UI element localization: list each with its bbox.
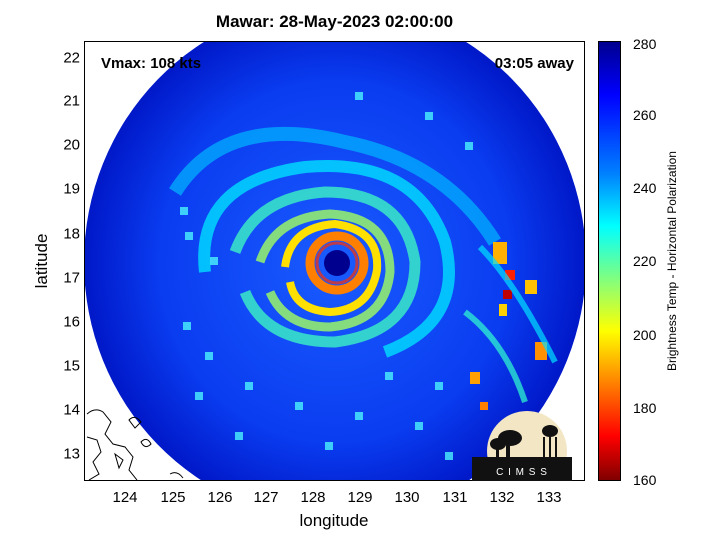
colorbar-tick: 200 xyxy=(633,327,657,343)
y-tick: 17 xyxy=(63,269,80,287)
y-axis-label: latitude xyxy=(32,233,51,289)
x-tick: 128 xyxy=(300,489,326,506)
vmax-label: Vmax: 108 kts xyxy=(101,55,202,72)
colorbar-tick: 240 xyxy=(633,180,657,196)
y-tick: 22 xyxy=(63,49,80,67)
eyewall xyxy=(305,231,369,295)
x-tick: 131 xyxy=(442,489,468,506)
y-tick: 14 xyxy=(63,401,80,419)
x-tick: 125 xyxy=(160,489,186,506)
map-title: Mawar: 28-May-2023 02:00:00 xyxy=(215,12,454,31)
y-tick: 16 xyxy=(63,313,80,331)
y-tick: 21 xyxy=(63,92,80,110)
colorbar-tick: 220 xyxy=(633,253,657,269)
x-tick: 132 xyxy=(489,489,515,506)
colorbar-tick: 180 xyxy=(633,400,657,416)
time-away-label: 03:05 away xyxy=(494,55,574,72)
y-tick: 18 xyxy=(63,225,80,243)
east-rainbands xyxy=(463,242,558,410)
logo-text: C I M S S xyxy=(496,467,548,478)
cimss-logo: C I M S S xyxy=(472,411,572,481)
y-tick: 13 xyxy=(63,445,80,463)
swath-image xyxy=(85,42,584,480)
y-tick: 20 xyxy=(63,136,80,154)
scattered-convection xyxy=(180,92,473,460)
colorbar-tick: 280 xyxy=(633,36,657,52)
satellite-swath-map: Vmax: 108 kts 03:05 away xyxy=(84,41,585,481)
x-axis-label: longitude xyxy=(299,511,369,530)
x-tick: 124 xyxy=(112,489,138,506)
coastline-outline xyxy=(86,409,184,480)
y-tick: 19 xyxy=(63,180,80,198)
colorbar xyxy=(598,41,621,481)
x-tick: 130 xyxy=(394,489,420,506)
x-tick: 127 xyxy=(253,489,279,506)
colorbar-tick: 160 xyxy=(633,472,657,488)
cloud-bands xyxy=(169,92,558,460)
y-tick: 15 xyxy=(63,357,80,375)
x-tick: 126 xyxy=(207,489,233,506)
colorbar-tick: 260 xyxy=(633,107,657,123)
x-tick: 133 xyxy=(536,489,562,506)
colorbar-label: Brightness Temp - Horizontal Polarizatio… xyxy=(665,151,679,371)
storm-eye xyxy=(324,250,350,276)
x-tick: 129 xyxy=(347,489,373,506)
